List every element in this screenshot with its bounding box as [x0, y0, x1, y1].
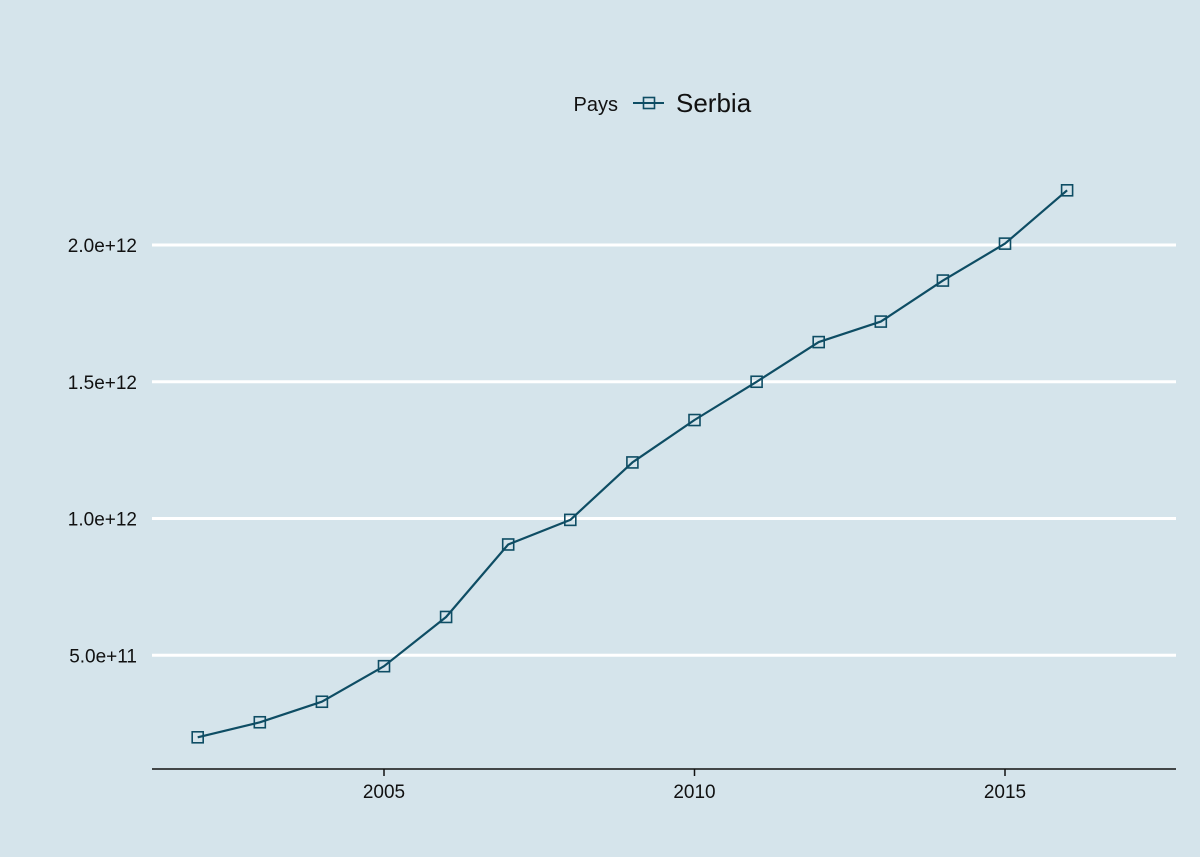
y-tick-labels: 5.0e+11 1.0e+12 1.5e+12 2.0e+12 — [68, 236, 137, 667]
data-point-marker — [253, 715, 267, 729]
data-point-marker — [439, 610, 453, 624]
data-point-marker — [501, 538, 515, 551]
data-point-marker — [998, 237, 1012, 250]
data-point-marker — [563, 513, 577, 527]
y-tick-label: 5.0e+11 — [69, 646, 137, 667]
legend: Pays Serbia — [574, 88, 752, 118]
data-point-marker — [874, 315, 888, 328]
data-point-marker — [191, 730, 204, 744]
series-layer — [191, 184, 1074, 744]
data-point-marker — [1060, 184, 1074, 197]
legend-series-marker — [642, 96, 656, 110]
x-tick-label: 2010 — [673, 782, 715, 803]
data-point-marker — [626, 456, 639, 469]
data-point-marker — [315, 695, 329, 709]
data-point-marker — [750, 375, 763, 389]
data-point-marker — [936, 274, 950, 287]
data-point-marker — [688, 413, 701, 427]
y-gridlines — [152, 243, 1176, 657]
x-tick-label: 2005 — [363, 782, 405, 803]
y-tick-label: 2.0e+12 — [68, 236, 137, 257]
data-point-marker — [377, 659, 391, 673]
y-tick-label: 1.0e+12 — [68, 510, 137, 531]
legend-title: Pays — [574, 94, 618, 116]
x-axis: 2005 2010 2015 — [152, 768, 1176, 803]
x-tick-label: 2015 — [984, 782, 1026, 803]
series-line — [197, 189, 1068, 739]
data-point-marker — [812, 335, 826, 349]
legend-series-label: Serbia — [676, 88, 752, 118]
y-tick-label: 1.5e+12 — [68, 373, 137, 394]
